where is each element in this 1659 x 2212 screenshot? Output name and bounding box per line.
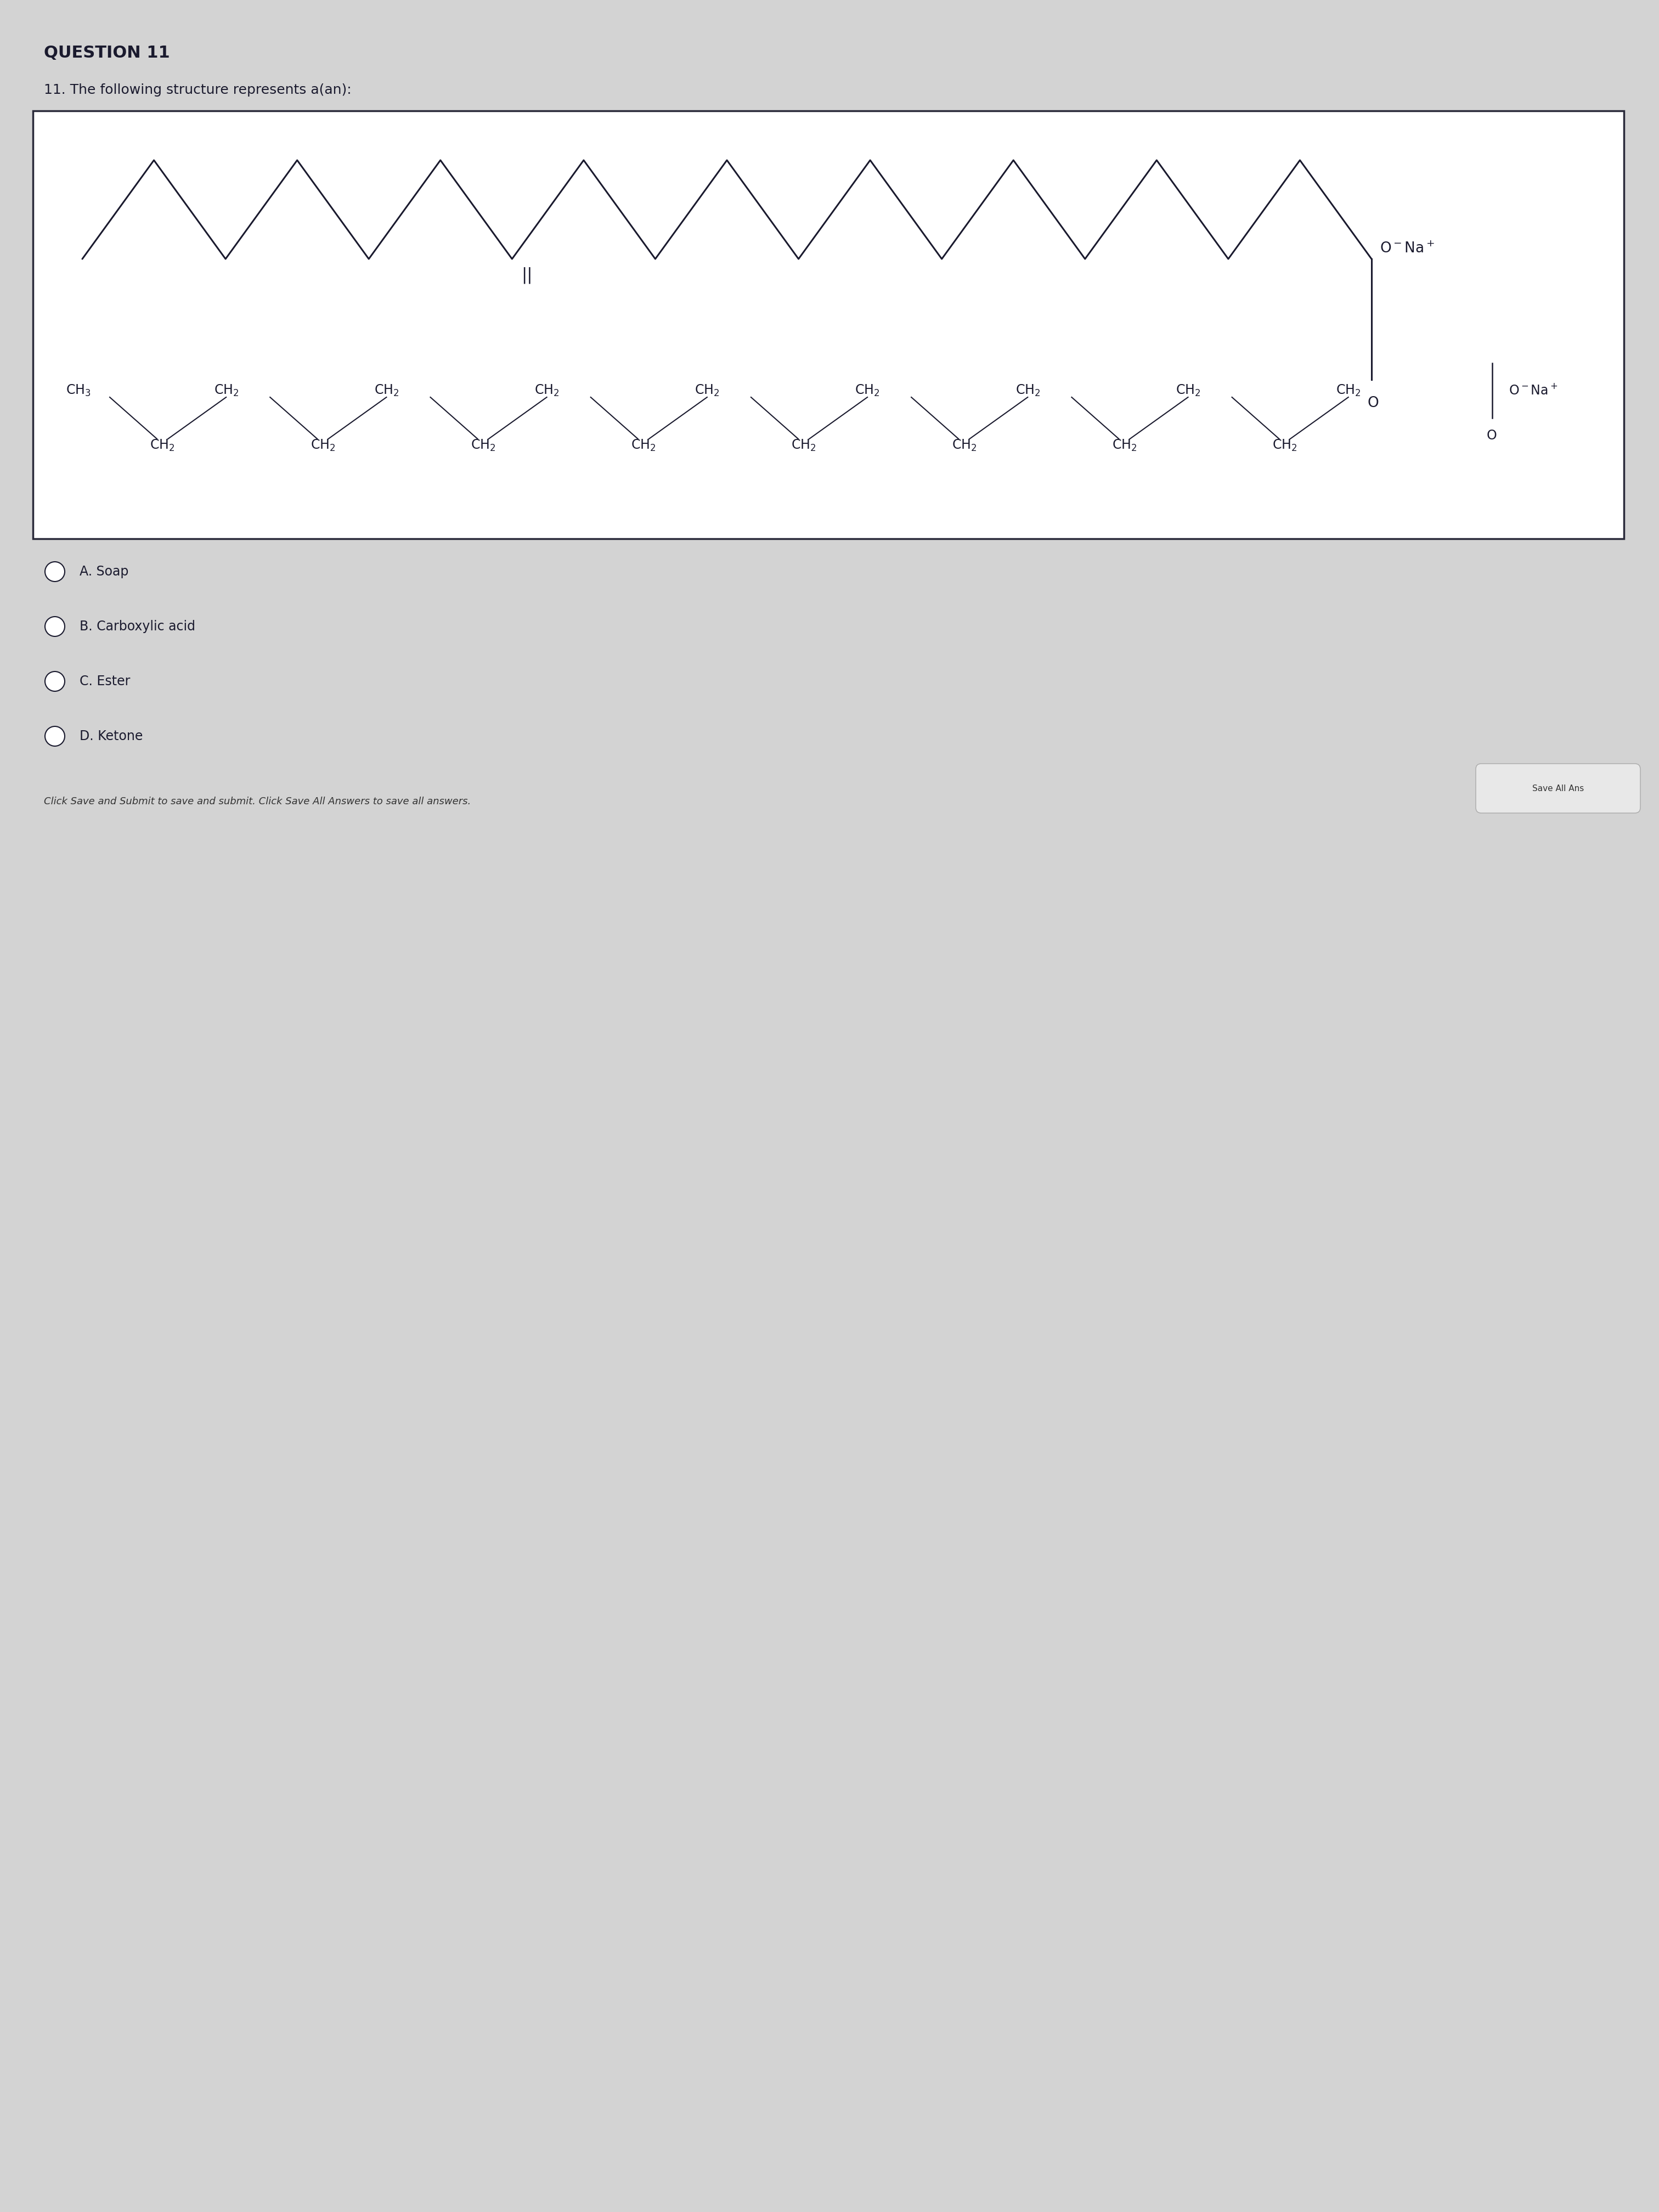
Text: D. Ketone: D. Ketone <box>80 730 143 743</box>
Text: $\mathregular{CH_2}$: $\mathregular{CH_2}$ <box>471 438 496 453</box>
Text: $\mathregular{CH_2}$: $\mathregular{CH_2}$ <box>1015 383 1040 398</box>
Circle shape <box>45 672 65 690</box>
Text: $\mathregular{O^-Na^+}$: $\mathregular{O^-Na^+}$ <box>1508 383 1558 398</box>
FancyBboxPatch shape <box>1477 763 1641 814</box>
Circle shape <box>45 726 65 745</box>
Text: O: O <box>1486 429 1496 442</box>
Text: $\mathregular{CH_2}$: $\mathregular{CH_2}$ <box>695 383 720 398</box>
Text: $\mathregular{CH_2}$: $\mathregular{CH_2}$ <box>630 438 655 453</box>
Text: $\mathregular{CH_2}$: $\mathregular{CH_2}$ <box>1335 383 1360 398</box>
Text: 11. The following structure represents a(an):: 11. The following structure represents a… <box>43 84 352 97</box>
Text: $\mathregular{CH_2}$: $\mathregular{CH_2}$ <box>214 383 239 398</box>
Text: $\mathregular{CH_2}$: $\mathregular{CH_2}$ <box>791 438 816 453</box>
Text: O: O <box>1367 396 1379 411</box>
Text: $\mathregular{CH_3}$: $\mathregular{CH_3}$ <box>66 383 91 398</box>
Text: $\mathregular{CH_2}$: $\mathregular{CH_2}$ <box>1272 438 1297 453</box>
Text: QUESTION 11: QUESTION 11 <box>43 44 169 62</box>
Text: Save All Ans: Save All Ans <box>1533 785 1584 792</box>
Text: $\mathregular{CH_2}$: $\mathregular{CH_2}$ <box>373 383 398 398</box>
Circle shape <box>45 562 65 582</box>
Text: A. Soap: A. Soap <box>80 564 129 577</box>
Text: $\mathregular{CH_2}$: $\mathregular{CH_2}$ <box>1176 383 1201 398</box>
Text: $\mathregular{CH_2}$: $\mathregular{CH_2}$ <box>534 383 559 398</box>
Text: $\mathregular{O^-Na^+}$: $\mathregular{O^-Na^+}$ <box>1380 241 1435 257</box>
Circle shape <box>45 617 65 637</box>
Text: $\mathregular{CH_2}$: $\mathregular{CH_2}$ <box>1112 438 1136 453</box>
Text: $\mathregular{CH_2}$: $\mathregular{CH_2}$ <box>854 383 879 398</box>
FancyBboxPatch shape <box>33 111 1624 540</box>
Text: $\mathregular{CH_2}$: $\mathregular{CH_2}$ <box>149 438 174 453</box>
Text: $\mathregular{CH_2}$: $\mathregular{CH_2}$ <box>310 438 335 453</box>
Text: B. Carboxylic acid: B. Carboxylic acid <box>80 619 196 633</box>
Text: Click Save and Submit to save and submit. Click Save All Answers to save all ans: Click Save and Submit to save and submit… <box>43 796 471 807</box>
Text: C. Ester: C. Ester <box>80 675 129 688</box>
Text: $\mathregular{CH_2}$: $\mathregular{CH_2}$ <box>952 438 977 453</box>
Text: ||: || <box>521 268 533 283</box>
